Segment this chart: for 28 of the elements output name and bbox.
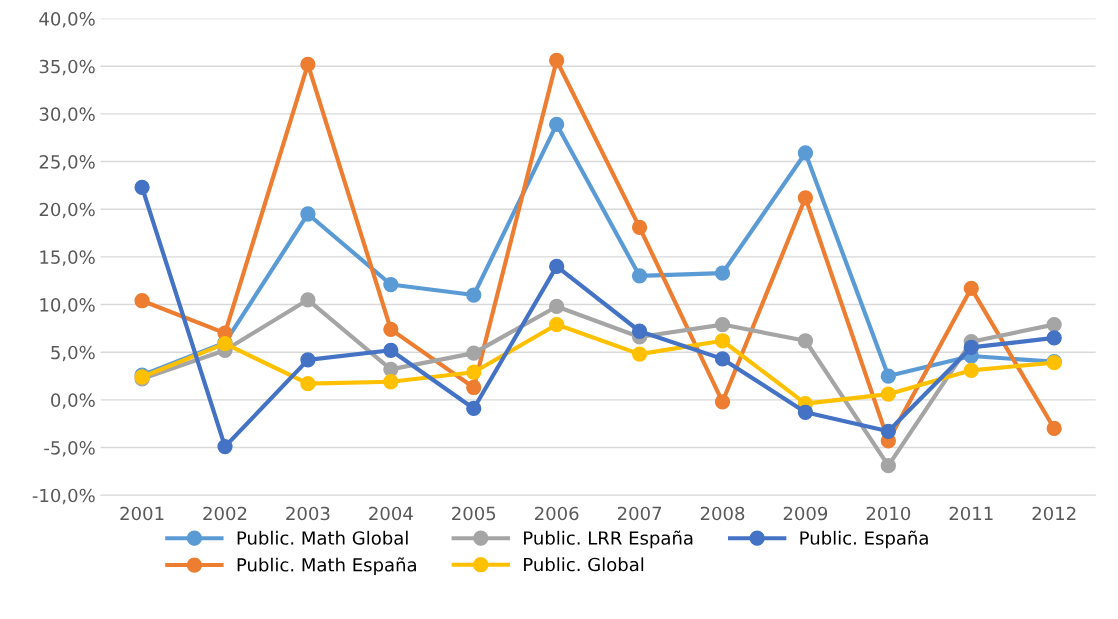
x-tick-label: 2001 — [120, 506, 164, 521]
x-tick-label: 2007 — [617, 506, 662, 521]
x-tick-label: 2009 — [783, 506, 828, 521]
x-tick-label: 2011 — [949, 506, 993, 521]
legend-label: Public. LRR España — [524, 530, 693, 549]
legend-label: Public. Math Global — [237, 530, 408, 545]
y-tick-label: 0,0% — [51, 393, 95, 409]
x-tick-label: 2005 — [452, 506, 496, 521]
x-tick-label: 2010 — [866, 506, 911, 521]
x-tick-label: 2012 — [1032, 506, 1076, 521]
legend-label: Public. Global — [524, 557, 644, 572]
legend-label: Public. Math España — [237, 557, 416, 576]
y-tick-label: -5,0% — [44, 441, 95, 457]
y-tick-label: 35,0% — [39, 59, 95, 76]
x-tick-label: 2008 — [700, 506, 745, 521]
y-tick-label: 20,0% — [39, 202, 95, 219]
y-tick-label: 10,0% — [40, 298, 95, 314]
legend-label: Public. España — [800, 530, 928, 549]
x-tick-label: 2006 — [535, 506, 579, 521]
y-tick-label: -10,0% — [32, 488, 95, 505]
x-tick-label: 2003 — [286, 506, 330, 521]
x-tick-label: 2004 — [369, 506, 413, 521]
y-tick-label: 30,0% — [39, 107, 95, 123]
y-tick-label: 40,0% — [39, 12, 95, 28]
x-tick-label: 2002 — [203, 506, 247, 521]
y-tick-label: 15,0% — [40, 250, 95, 266]
y-tick-label: 25,0% — [39, 155, 95, 171]
y-tick-label: 5,0% — [51, 345, 95, 362]
